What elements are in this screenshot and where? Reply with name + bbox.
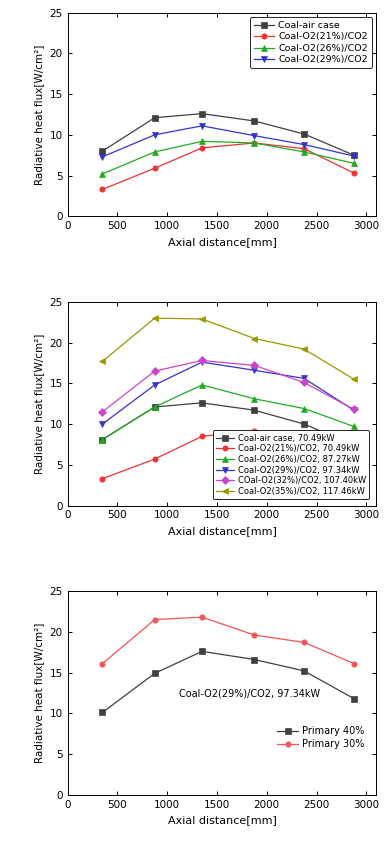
Legend: Coal-air case, Coal-O2(21%)/CO2, Coal-O2(26%)/CO2, Coal-O2(29%)/CO2: Coal-air case, Coal-O2(21%)/CO2, Coal-O2… xyxy=(250,18,372,68)
COal-O2(32%)/CO2, 107.40kW xyxy=(100,407,105,417)
Coal-air case, 70.49kW xyxy=(200,398,204,408)
Coal-O2(29%)/CO2 xyxy=(200,121,204,131)
Y-axis label: Radiative heat flux[W/cm²]: Radiative heat flux[W/cm²] xyxy=(34,334,44,473)
Coal-air case xyxy=(302,129,306,139)
Coal-O2(26%)/CO2 xyxy=(352,158,356,168)
Coal-O2(26%)/CO2 xyxy=(200,136,204,146)
Line: Coal-O2(29%)/CO2, 97.34kW: Coal-O2(29%)/CO2, 97.34kW xyxy=(100,359,357,426)
Coal-O2(21%)/CO2, 70.49kW xyxy=(302,434,306,444)
Coal-O2(29%)/CO2 xyxy=(152,130,157,140)
Legend: Coal-air case, 70.49kW, Coal-O2(21%)/CO2, 70.49kW, Coal-O2(26%)/CO2, 87.27kW, Co: Coal-air case, 70.49kW, Coal-O2(21%)/CO2… xyxy=(213,431,369,500)
Coal-O2(35%)/CO2, 117.46kW xyxy=(200,314,204,324)
Coal-O2(21%)/CO2 xyxy=(200,143,204,153)
Coal-O2(29%)/CO2, 97.34kW xyxy=(100,419,105,429)
Coal-O2(26%)/CO2 xyxy=(100,169,105,179)
Coal-O2(26%)/CO2, 87.27kW xyxy=(152,402,157,412)
Coal-O2(21%)/CO2, 70.49kW xyxy=(100,473,105,484)
Primary 30% xyxy=(302,637,306,648)
Line: Coal-O2(21%)/CO2: Coal-O2(21%)/CO2 xyxy=(100,140,357,192)
Line: Coal-O2(26%)/CO2, 87.27kW: Coal-O2(26%)/CO2, 87.27kW xyxy=(100,383,357,442)
Coal-O2(21%)/CO2 xyxy=(100,184,105,194)
Primary 40% xyxy=(200,646,204,656)
Coal-O2(29%)/CO2 xyxy=(302,140,306,150)
Primary 40% xyxy=(100,707,105,717)
Coal-O2(26%)/CO2 xyxy=(152,147,157,157)
Coal-O2(29%)/CO2, 97.34kW xyxy=(200,357,204,368)
Coal-air case xyxy=(152,113,157,123)
Coal-O2(21%)/CO2, 70.49kW xyxy=(152,454,157,464)
X-axis label: Axial distance[mm]: Axial distance[mm] xyxy=(168,815,276,825)
Y-axis label: Radiative heat flux[W/cm²]: Radiative heat flux[W/cm²] xyxy=(34,45,44,185)
Coal-O2(35%)/CO2, 117.46kW xyxy=(100,357,105,367)
Line: Coal-O2(35%)/CO2, 117.46kW: Coal-O2(35%)/CO2, 117.46kW xyxy=(100,315,357,382)
Coal-O2(26%)/CO2, 87.27kW xyxy=(302,404,306,414)
Coal-air case, 70.49kW xyxy=(302,419,306,429)
COal-O2(32%)/CO2, 107.40kW xyxy=(352,405,356,415)
Coal-O2(29%)/CO2 xyxy=(100,151,105,161)
Coal-air case xyxy=(200,108,204,119)
X-axis label: Axial distance[mm]: Axial distance[mm] xyxy=(168,526,276,536)
Coal-O2(26%)/CO2, 87.27kW xyxy=(352,421,356,431)
Primary 30% xyxy=(252,630,257,640)
Coal-O2(26%)/CO2, 87.27kW xyxy=(252,394,257,404)
Coal-O2(29%)/CO2, 97.34kW xyxy=(352,405,356,415)
Line: Primary 30%: Primary 30% xyxy=(100,615,357,666)
Coal-O2(35%)/CO2, 117.46kW xyxy=(152,313,157,323)
Coal-air case, 70.49kW xyxy=(100,435,105,445)
Coal-O2(21%)/CO2 xyxy=(252,138,257,148)
Y-axis label: Radiative heat flux[W/cm²]: Radiative heat flux[W/cm²] xyxy=(34,622,44,763)
Primary 30% xyxy=(200,612,204,622)
Coal-air case xyxy=(352,151,356,161)
Line: Coal-O2(26%)/CO2: Coal-O2(26%)/CO2 xyxy=(100,139,357,177)
Coal-O2(35%)/CO2, 117.46kW xyxy=(252,333,257,343)
Text: Coal-O2(29%)/CO2, 97.34kW: Coal-O2(29%)/CO2, 97.34kW xyxy=(179,689,320,699)
Coal-air case xyxy=(252,116,257,126)
Line: COal-O2(32%)/CO2, 107.40kW: COal-O2(32%)/CO2, 107.40kW xyxy=(100,358,357,415)
Primary 30% xyxy=(152,615,157,625)
Coal-O2(21%)/CO2, 70.49kW xyxy=(200,431,204,442)
Coal-O2(26%)/CO2, 87.27kW xyxy=(100,435,105,445)
Line: Coal-O2(21%)/CO2, 70.49kW: Coal-O2(21%)/CO2, 70.49kW xyxy=(100,429,357,481)
Coal-O2(26%)/CO2 xyxy=(302,147,306,157)
Coal-O2(29%)/CO2, 97.34kW xyxy=(302,373,306,383)
Coal-O2(29%)/CO2 xyxy=(252,130,257,140)
Coal-air case, 70.49kW xyxy=(252,405,257,415)
COal-O2(32%)/CO2, 107.40kW xyxy=(302,378,306,388)
Coal-O2(26%)/CO2 xyxy=(252,138,257,148)
Line: Coal-air case: Coal-air case xyxy=(100,111,357,158)
Coal-O2(35%)/CO2, 117.46kW xyxy=(352,374,356,384)
Primary 30% xyxy=(100,659,105,669)
Coal-O2(21%)/CO2 xyxy=(352,168,356,178)
Coal-air case xyxy=(100,146,105,156)
Primary 40% xyxy=(302,666,306,676)
X-axis label: Axial distance[mm]: Axial distance[mm] xyxy=(168,236,276,246)
Coal-air case, 70.49kW xyxy=(352,440,356,450)
Coal-O2(26%)/CO2, 87.27kW xyxy=(200,380,204,390)
Coal-O2(29%)/CO2 xyxy=(352,151,356,161)
COal-O2(32%)/CO2, 107.40kW xyxy=(200,356,204,366)
Coal-O2(21%)/CO2, 70.49kW xyxy=(252,426,257,436)
COal-O2(32%)/CO2, 107.40kW xyxy=(252,360,257,370)
Line: Coal-O2(29%)/CO2: Coal-O2(29%)/CO2 xyxy=(100,124,357,160)
Primary 40% xyxy=(252,654,257,664)
Legend: Primary 40%, Primary 30%: Primary 40%, Primary 30% xyxy=(273,722,368,754)
Primary 40% xyxy=(152,669,157,679)
Coal-O2(21%)/CO2 xyxy=(302,144,306,154)
Line: Coal-air case, 70.49kW: Coal-air case, 70.49kW xyxy=(100,400,357,448)
Primary 40% xyxy=(352,694,356,704)
Primary 30% xyxy=(352,659,356,669)
Coal-air case, 70.49kW xyxy=(152,402,157,412)
Coal-O2(29%)/CO2, 97.34kW xyxy=(152,380,157,390)
Coal-O2(35%)/CO2, 117.46kW xyxy=(302,344,306,354)
Coal-O2(29%)/CO2, 97.34kW xyxy=(252,365,257,375)
COal-O2(32%)/CO2, 107.40kW xyxy=(152,366,157,376)
Line: Primary 40%: Primary 40% xyxy=(100,648,357,715)
Coal-O2(21%)/CO2, 70.49kW xyxy=(352,458,356,468)
Coal-O2(21%)/CO2 xyxy=(152,163,157,173)
